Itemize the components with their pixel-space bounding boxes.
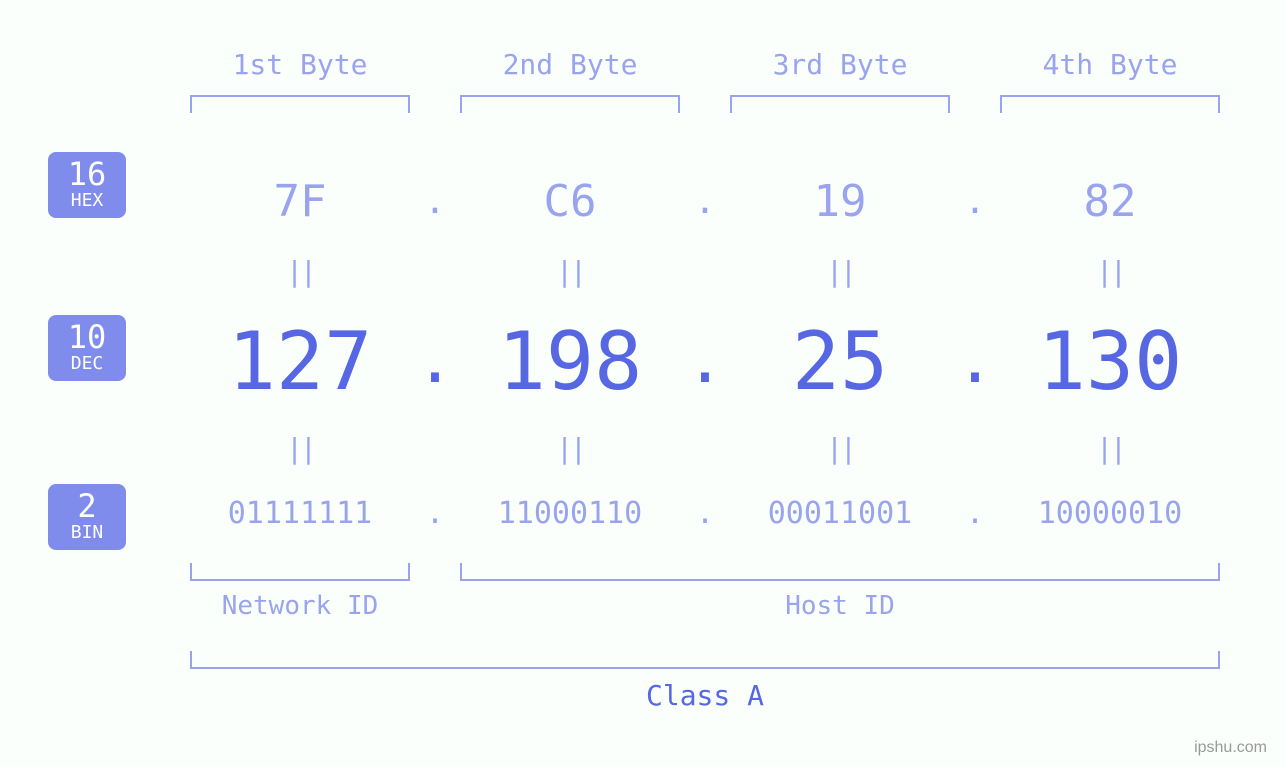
bracket-down-4 [1000,95,1220,113]
badge-dec-base: 10 [48,321,126,353]
eq-2-1: || [190,432,410,465]
eq-2-2: || [460,432,680,465]
bin-byte-4: 10000010 [1000,496,1220,531]
hex-byte-1: 7F [190,176,410,227]
bracket-down-1 [190,95,410,113]
bin-byte-2: 11000110 [460,496,680,531]
byte-header-1-label: 1st Byte [190,48,410,81]
eq-2-3: || [730,432,950,465]
dot-bin-3: . [950,496,1000,531]
dot-dec-1: . [410,324,460,398]
network-id-label: Network ID [190,591,410,621]
eq-2-4: || [1000,432,1220,465]
dot-bin-2: . [680,496,730,531]
badge-hex: 16 HEX [48,152,126,218]
row-dec: 127 . 198 . 25 . 130 [190,306,1250,416]
bin-byte-3: 00011001 [730,496,950,531]
byte-header-3: 3rd Byte [730,48,950,113]
eq-1-3: || [730,255,950,288]
hex-byte-2: C6 [460,176,680,227]
dot-dec-2: . [680,324,730,398]
bin-byte-1: 01111111 [190,496,410,531]
bracket-up-class [190,651,1220,669]
dec-byte-2: 198 [460,315,680,408]
badge-hex-label: HEX [48,192,126,210]
badge-dec: 10 DEC [48,315,126,381]
dot-hex-3: . [950,181,1000,222]
bracket-up-network [190,563,410,581]
badge-dec-label: DEC [48,355,126,373]
badge-bin: 2 BIN [48,484,126,550]
equals-row-2: || || || || [190,432,1250,465]
bracket-up-host [460,563,1220,581]
hex-byte-3: 19 [730,176,950,227]
dec-byte-4: 130 [1000,315,1220,408]
byte-header-2-label: 2nd Byte [460,48,680,81]
diagram-content: 1st Byte 2nd Byte 3rd Byte 4th Byte 7F .… [190,0,1250,712]
byte-header-4-label: 4th Byte [1000,48,1220,81]
class-section: Class A [190,651,1250,712]
dec-byte-3: 25 [730,315,950,408]
row-bin: 01111111 . 11000110 . 00011001 . 1000001… [190,483,1250,543]
badge-hex-base: 16 [48,158,126,190]
eq-1-4: || [1000,255,1220,288]
badge-bin-label: BIN [48,524,126,542]
equals-row-1: || || || || [190,255,1250,288]
host-id-label: Host ID [460,591,1220,621]
badge-bin-base: 2 [48,490,126,522]
id-section: Network ID Host ID [190,563,1250,621]
byte-headers: 1st Byte 2nd Byte 3rd Byte 4th Byte [190,0,1250,113]
byte-header-3-label: 3rd Byte [730,48,950,81]
byte-header-2: 2nd Byte [460,48,680,113]
dot-hex-2: . [680,181,730,222]
hex-byte-4: 82 [1000,176,1220,227]
dec-byte-1: 127 [190,315,410,408]
bracket-down-2 [460,95,680,113]
byte-header-4: 4th Byte [1000,48,1220,113]
bracket-down-3 [730,95,950,113]
dot-bin-1: . [410,496,460,531]
row-hex: 7F . C6 . 19 . 82 [190,151,1250,251]
eq-1-2: || [460,255,680,288]
dot-dec-3: . [950,324,1000,398]
watermark: ipshu.com [1194,739,1267,757]
class-label: Class A [190,679,1220,712]
byte-header-1: 1st Byte [190,48,410,113]
dot-hex-1: . [410,181,460,222]
eq-1-1: || [190,255,410,288]
